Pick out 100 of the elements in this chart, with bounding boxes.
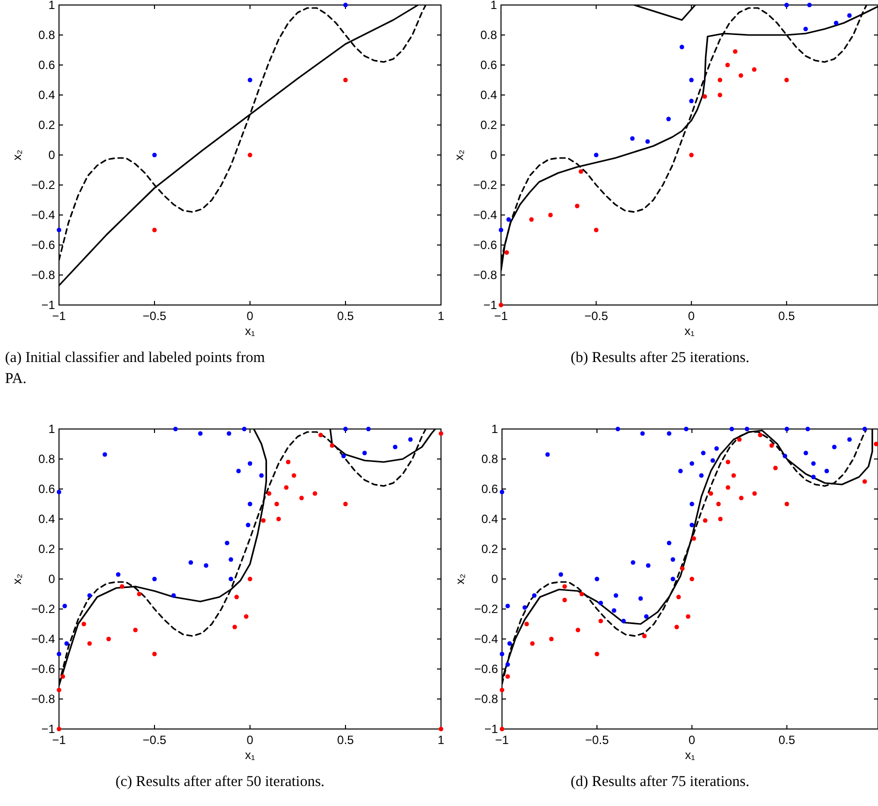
point: [680, 566, 685, 571]
point: [500, 688, 504, 692]
point: [529, 217, 534, 222]
y-tick-label: 0.8: [38, 28, 56, 42]
point: [689, 152, 694, 158]
point: [188, 560, 194, 565]
point: [56, 688, 62, 692]
point: [690, 502, 694, 506]
y-axis-title: x₂: [10, 573, 24, 584]
point: [498, 228, 504, 232]
point: [234, 594, 239, 600]
y-tick-label: 0: [490, 148, 498, 162]
x-axis-title: x₁: [684, 748, 696, 762]
point: [616, 426, 620, 432]
y-tick-label: −0.4: [473, 208, 498, 222]
point: [173, 426, 178, 432]
point: [580, 592, 584, 596]
y-tick-label: 0.6: [481, 482, 498, 496]
point: [343, 78, 348, 82]
point: [500, 652, 504, 656]
point: [676, 594, 681, 600]
y-tick-label: 0.8: [480, 28, 498, 42]
point: [758, 432, 763, 438]
point: [198, 431, 203, 436]
point: [702, 94, 707, 99]
y-tick-label: −0.2: [474, 602, 498, 616]
point: [699, 473, 704, 478]
y-tick-label: 0.6: [480, 58, 498, 72]
point: [341, 454, 346, 458]
x-tick-label: 0.5: [337, 309, 354, 323]
text: (d) Results after 75 iterations.: [570, 774, 750, 790]
point: [507, 641, 512, 646]
y-tick-label: −0.2: [473, 178, 498, 192]
point: [102, 452, 108, 457]
point: [630, 560, 636, 565]
point: [594, 152, 598, 158]
point: [824, 468, 829, 474]
point: [228, 576, 234, 582]
point: [248, 152, 252, 158]
y-axis-title: x₂: [453, 573, 467, 584]
point: [574, 204, 580, 208]
point: [236, 468, 241, 474]
y-tick-label: 0.8: [481, 452, 498, 466]
y-tick-label: −0.2: [31, 602, 56, 616]
point: [60, 674, 66, 679]
y-tick-label: −0.8: [474, 692, 498, 706]
point: [594, 576, 600, 582]
point: [640, 431, 645, 436]
point: [62, 604, 67, 608]
point: [228, 557, 234, 562]
point: [330, 443, 334, 448]
y-tick-label: 0: [491, 572, 498, 586]
point: [64, 641, 69, 646]
x-tick-label: 0: [246, 733, 254, 747]
point: [266, 491, 272, 496]
y-tick-label: −1: [484, 722, 498, 736]
point: [56, 652, 62, 656]
point: [739, 496, 744, 500]
x-tick-label: 0.5: [337, 733, 354, 747]
y-axis-title: x₂: [10, 149, 24, 160]
y-tick-label: 0.4: [480, 88, 498, 102]
y-tick-label: 0.6: [38, 482, 56, 496]
point: [784, 502, 790, 506]
y-tick-label: −0.8: [473, 268, 498, 282]
point: [612, 608, 616, 613]
point: [718, 78, 722, 82]
point: [847, 13, 852, 18]
point: [562, 598, 567, 602]
point: [284, 485, 289, 490]
point: [752, 491, 757, 496]
y-axis-title: x₂: [452, 149, 466, 160]
point: [505, 662, 510, 667]
point: [318, 432, 323, 438]
point: [246, 522, 250, 528]
point: [232, 624, 237, 630]
x-tick-label: 1: [438, 309, 445, 323]
point: [261, 518, 266, 523]
point: [710, 458, 716, 463]
point: [133, 628, 138, 632]
y-tick-label: −0.6: [31, 662, 56, 676]
point: [506, 217, 511, 222]
point: [87, 593, 92, 598]
point: [621, 618, 626, 624]
point: [645, 139, 650, 144]
point: [690, 576, 694, 582]
point: [646, 563, 650, 568]
point: [292, 473, 296, 478]
point: [594, 652, 600, 656]
point: [744, 426, 750, 432]
x-tick-label: −0.5: [585, 733, 610, 747]
point: [549, 636, 554, 642]
point: [530, 641, 535, 646]
point: [773, 466, 778, 470]
point: [862, 479, 867, 484]
y-tick-label: −0.4: [31, 208, 56, 222]
point: [82, 622, 86, 626]
x-axis-title: x₁: [684, 324, 695, 338]
point: [204, 563, 208, 568]
point: [286, 460, 290, 464]
point: [804, 450, 808, 456]
